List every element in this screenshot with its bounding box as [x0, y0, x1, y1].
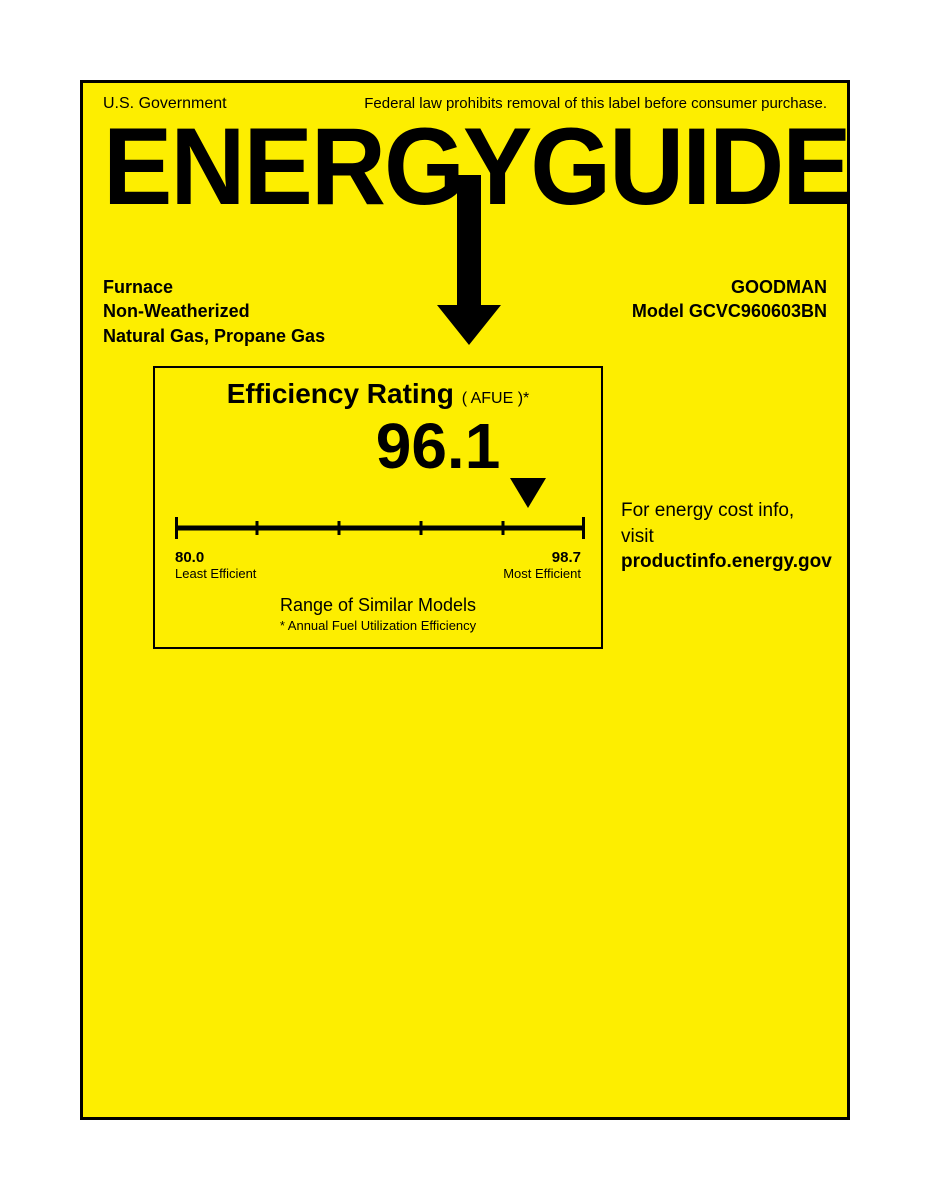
pointer-wrap	[171, 478, 585, 512]
pointer-down-icon	[510, 478, 546, 508]
info-side: For energy cost info, visit productinfo.…	[621, 498, 832, 649]
scale-min-sub: Least Efficient	[175, 566, 256, 581]
range-footnote: * Annual Fuel Utilization Efficiency	[171, 618, 585, 633]
rating-title-sub: ( AFUE )*	[462, 390, 530, 407]
rating-title-main: Efficiency Rating	[227, 378, 454, 409]
scale-max: 98.7	[552, 549, 581, 566]
scale-labels: 80.0 98.7	[175, 549, 581, 566]
down-arrow-icon	[437, 175, 501, 345]
scale-sublabels: Least Efficient Most Efficient	[175, 566, 581, 581]
rating-title: Efficiency Rating ( AFUE )*	[171, 378, 585, 410]
info-line: For energy cost info, visit	[621, 498, 832, 549]
energyguide-label: U.S. Government Federal law prohibits re…	[80, 80, 850, 1120]
logo: ENERGYGUIDE	[103, 115, 827, 315]
range-caption: Range of Similar Models	[171, 595, 585, 616]
scale-min: 80.0	[175, 549, 204, 566]
meta-line: Natural Gas, Propane Gas	[103, 324, 325, 348]
rating-value: 96.1	[291, 414, 585, 478]
content-row: Efficiency Rating ( AFUE )* 96.1 80.0 98…	[103, 366, 827, 649]
info-url: productinfo.energy.gov	[621, 549, 832, 575]
rating-box: Efficiency Rating ( AFUE )* 96.1 80.0 98…	[153, 366, 603, 649]
scale-max-sub: Most Efficient	[503, 566, 581, 581]
scale: 80.0 98.7 Least Efficient Most Efficient	[175, 516, 581, 581]
scale-axis	[175, 516, 585, 542]
